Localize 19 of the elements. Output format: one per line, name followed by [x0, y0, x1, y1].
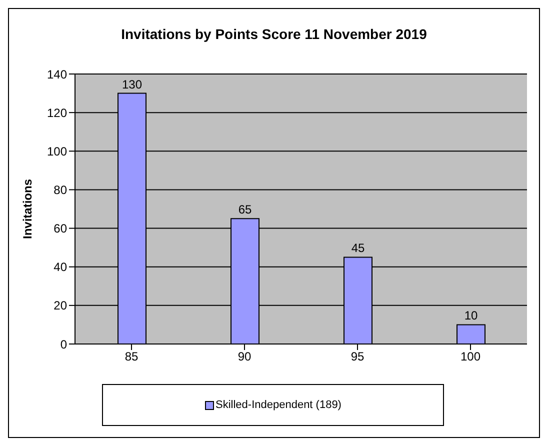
y-tick-label: 80: [54, 182, 68, 197]
y-tick-label: 120: [46, 106, 68, 120]
data-label: 10: [464, 308, 478, 323]
x-tick-label: 95: [350, 350, 364, 364]
y-tick-label: 40: [54, 260, 68, 274]
data-label: 65: [238, 202, 252, 217]
legend-label: Skilled-Independent (189): [214, 399, 342, 411]
x-tick-label: 90: [238, 350, 252, 364]
data-label: 130: [122, 77, 142, 92]
y-tick-label: 60: [54, 222, 68, 236]
x-tick-label: 100: [460, 350, 481, 364]
y-tick-label: 140: [46, 67, 68, 82]
data-label: 45: [351, 241, 365, 256]
chart-title: Invitations by Points Score 11 November 2019: [120, 25, 428, 44]
y-tick-label: 100: [46, 144, 68, 158]
y-tick-label: 20: [54, 298, 68, 313]
y-axis-title: Invitations: [20, 178, 34, 240]
y-tick-label: 0: [60, 337, 68, 352]
x-tick-label: 85: [124, 350, 138, 364]
